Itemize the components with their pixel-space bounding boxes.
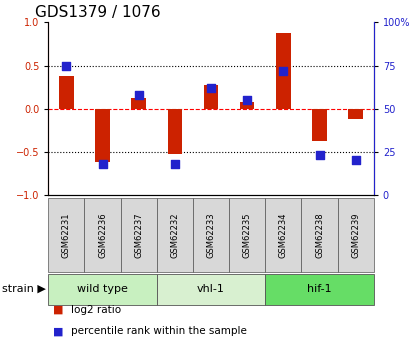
Text: GSM62236: GSM62236	[98, 212, 107, 258]
Point	[352, 158, 359, 163]
Point	[135, 92, 142, 98]
Bar	[349, 109, 363, 119]
Text: hif-1: hif-1	[307, 284, 332, 294]
Point	[316, 152, 323, 158]
Point	[63, 63, 70, 68]
Bar	[157, 274, 265, 305]
Point	[280, 68, 287, 73]
Text: vhl-1: vhl-1	[197, 284, 225, 294]
Bar	[84, 198, 121, 272]
Bar	[204, 85, 218, 109]
Text: wild type: wild type	[77, 284, 128, 294]
Bar	[48, 198, 84, 272]
Text: ■: ■	[52, 305, 63, 315]
Point	[99, 161, 106, 167]
Bar	[59, 76, 74, 109]
Bar	[157, 198, 193, 272]
Text: GSM62237: GSM62237	[134, 212, 143, 258]
Bar	[193, 198, 229, 272]
Bar	[265, 274, 374, 305]
Bar	[276, 33, 291, 109]
Bar	[168, 109, 182, 154]
Text: ■: ■	[52, 326, 63, 336]
Bar	[302, 198, 338, 272]
Point	[208, 85, 215, 91]
Bar	[131, 98, 146, 109]
Text: percentile rank within the sample: percentile rank within the sample	[71, 326, 247, 336]
Text: GSM62235: GSM62235	[243, 212, 252, 257]
Text: GSM62234: GSM62234	[279, 212, 288, 257]
Bar	[312, 109, 327, 141]
Text: GSM62231: GSM62231	[62, 212, 71, 257]
Bar	[229, 198, 265, 272]
Bar	[338, 198, 374, 272]
Text: strain ▶: strain ▶	[3, 284, 46, 294]
Bar	[240, 102, 255, 109]
Text: GDS1379 / 1076: GDS1379 / 1076	[35, 5, 161, 20]
Text: GSM62239: GSM62239	[351, 212, 360, 257]
Point	[171, 161, 178, 167]
Text: log2 ratio: log2 ratio	[71, 305, 121, 315]
Text: GSM62238: GSM62238	[315, 212, 324, 258]
Bar	[48, 274, 157, 305]
Bar	[121, 198, 157, 272]
Text: GSM62233: GSM62233	[207, 212, 215, 258]
Bar	[265, 198, 302, 272]
Point	[244, 97, 251, 103]
Bar	[95, 109, 110, 162]
Text: GSM62232: GSM62232	[171, 212, 179, 257]
